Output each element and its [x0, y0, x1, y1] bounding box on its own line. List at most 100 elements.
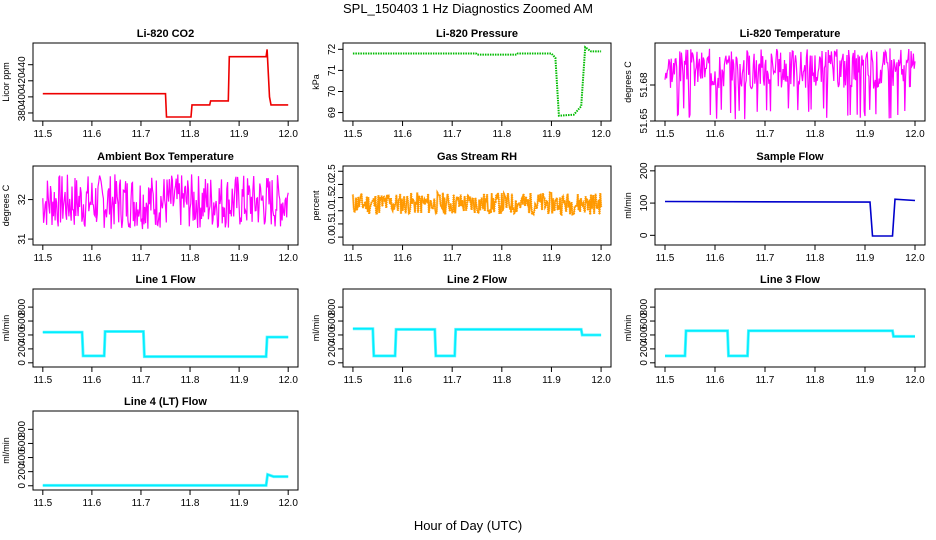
y-tick-label: 800 — [17, 421, 28, 438]
y-axis-label: ml/min — [1, 437, 11, 464]
y-tick-label: 0 — [327, 360, 338, 366]
x-tick-label: 11.7 — [756, 129, 775, 140]
x-tick-label: 11.8 — [492, 253, 511, 264]
x-tick-label: 11.7 — [443, 375, 462, 386]
y-tick-label: 1.5 — [327, 190, 338, 204]
x-tick-label: 11.6 — [393, 375, 412, 386]
x-tick-label: 12.0 — [905, 129, 925, 140]
series-group — [352, 45, 602, 117]
x-tick-label: 11.7 — [132, 375, 151, 386]
panel-5: Gas Stream RH 11.5 11.6 11.7 11.8 11.9 12.0 0.0… — [311, 151, 612, 264]
x-tick-label: 11.5 — [656, 129, 675, 140]
series-line — [352, 327, 602, 357]
series-dots — [351, 189, 603, 218]
x-tick-label: 12.0 — [905, 253, 925, 264]
x-tick-label: 11.7 — [756, 375, 775, 386]
panel-4: Ambient Box Temperature 11.5 11.6 11.7 11.8 1… — [1, 151, 299, 264]
x-tick-label: 11.8 — [181, 375, 200, 386]
x-tick-label: 11.7 — [443, 129, 462, 140]
x-tick-label: 11.6 — [706, 129, 725, 140]
x-tick-label: 11.8 — [806, 129, 825, 140]
panel-title: Li-820 Temperature — [740, 28, 841, 40]
series-group — [42, 472, 289, 487]
y-tick-label: 0.5 — [327, 217, 338, 231]
panel-title: Gas Stream RH — [437, 151, 517, 163]
panel-9: Line 3 Flow 11.5 11.6 11.7 11.8 11.9 12.0 0 2004… — [623, 274, 926, 386]
y-tick-label: 69 — [327, 107, 338, 119]
series-line — [42, 174, 289, 230]
x-tick-label: 11.9 — [230, 129, 249, 140]
y-tick-label: 0 — [639, 232, 650, 238]
series-group — [664, 198, 916, 237]
x-tick-label: 11.6 — [83, 498, 102, 509]
plot-frame — [342, 165, 612, 246]
panel-title: Li-820 CO2 — [137, 28, 194, 40]
y-tick-label: 0 — [639, 360, 650, 366]
y-tick-label: 600 — [17, 435, 28, 452]
x-tick-label: 11.6 — [393, 129, 412, 140]
y-tick-label: 2.5 — [327, 164, 338, 178]
x-tick-label: 11.9 — [230, 375, 249, 386]
panel-3: Li-820 Temperature 11.5 11.6 11.7 11.8 11.9 12… — [623, 28, 926, 140]
x-tick-label: 11.5 — [33, 253, 52, 264]
panel-10: Line 4 (LT) Flow 11.5 11.6 11.7 11.8 11.9 12.0… — [1, 396, 299, 509]
plot-frame — [342, 288, 612, 368]
y-tick-label: 380 — [17, 104, 28, 121]
series-group — [42, 174, 289, 230]
x-tick-label: 12.0 — [278, 253, 298, 264]
y-tick-label: 400 — [327, 326, 338, 343]
y-tick-label: 440 — [17, 56, 28, 73]
x-tick-label: 11.8 — [806, 253, 825, 264]
x-tick-label: 11.8 — [181, 253, 200, 264]
panel-1: Li-820 CO2 11.5 11.6 11.7 11.8 11.9 12.0 380400… — [1, 28, 299, 140]
y-tick-label: 400 — [639, 326, 650, 343]
series-line — [665, 329, 915, 357]
y-axis-label: ml/min — [1, 315, 11, 342]
x-tick-label: 11.9 — [856, 129, 875, 140]
x-tick-label: 11.8 — [806, 375, 825, 386]
x-tick-label: 11.5 — [656, 375, 675, 386]
y-tick-label: 51.65 — [639, 108, 650, 133]
series-band — [352, 327, 602, 358]
panel-title: Line 2 Flow — [447, 274, 507, 286]
x-tick-label: 11.9 — [542, 129, 561, 140]
y-tick-label: 200 — [17, 463, 28, 480]
x-tick-label: 11.8 — [492, 129, 511, 140]
x-tick-label: 11.5 — [344, 129, 363, 140]
series-group — [42, 330, 289, 359]
x-tick-label: 11.9 — [856, 375, 875, 386]
x-tick-label: 11.7 — [443, 253, 462, 264]
x-tick-label: 11.7 — [132, 498, 151, 509]
y-tick-label: 0 — [17, 483, 28, 489]
y-tick-label: 2.0 — [327, 177, 338, 191]
panel-title: Ambient Box Temperature — [97, 151, 234, 163]
y-tick-label: 100 — [639, 194, 650, 211]
y-tick-label: 0.0 — [327, 230, 338, 244]
x-tick-label: 12.0 — [591, 375, 611, 386]
y-axis-label: kPa — [311, 74, 321, 90]
y-tick-label: 51.68 — [639, 72, 650, 97]
y-tick-label: 32 — [17, 194, 28, 206]
series-group — [352, 327, 602, 358]
y-tick-label: 72 — [327, 43, 338, 55]
y-tick-label: 600 — [17, 312, 28, 329]
x-tick-label: 11.9 — [230, 253, 249, 264]
y-axis-label: ml/min — [623, 315, 633, 342]
series-group — [664, 48, 916, 120]
y-axis-label: degrees C — [1, 184, 11, 226]
y-tick-label: 400 — [17, 326, 28, 343]
y-tick-label: 200 — [327, 340, 338, 357]
x-tick-label: 12.0 — [278, 498, 298, 509]
panel-7: Line 1 Flow 11.5 11.6 11.7 11.8 11.9 12.0 0 2004… — [1, 274, 299, 386]
x-tick-label: 11.6 — [393, 253, 412, 264]
y-tick-label: 600 — [327, 312, 338, 329]
x-tick-label: 11.9 — [542, 375, 561, 386]
x-tick-label: 12.0 — [905, 375, 925, 386]
series-group — [665, 329, 915, 358]
x-tick-label: 11.5 — [33, 129, 52, 140]
y-axis-label: percent — [311, 190, 321, 221]
panel-title: Line 1 Flow — [136, 274, 196, 286]
x-tick-label: 11.7 — [756, 253, 775, 264]
x-tick-label: 11.6 — [83, 375, 102, 386]
y-tick-label: 400 — [17, 449, 28, 466]
